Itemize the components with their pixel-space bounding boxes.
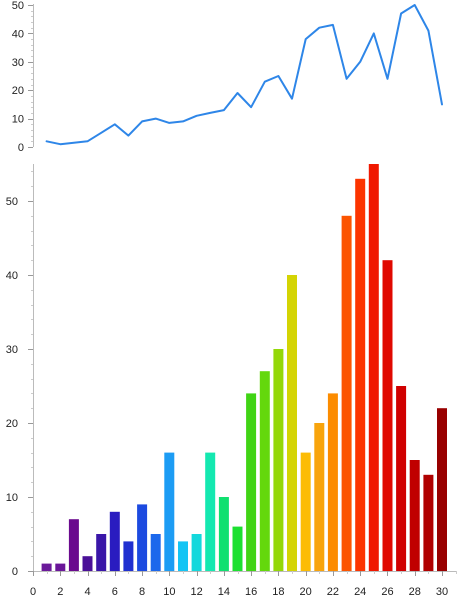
x-tick-label: 16 bbox=[245, 586, 257, 598]
x-tick-label: 22 bbox=[327, 586, 339, 598]
y-tick-label: 50 bbox=[6, 196, 18, 208]
bar bbox=[96, 534, 107, 571]
bar bbox=[423, 474, 434, 571]
y-tick-label: 50 bbox=[12, 0, 24, 12]
line-chart-minor-ticks bbox=[31, 5, 33, 148]
x-tick-label: 26 bbox=[381, 586, 393, 598]
bar bbox=[300, 452, 311, 571]
bar bbox=[382, 260, 393, 571]
x-tick-label: 14 bbox=[218, 586, 230, 598]
y-tick-label: 30 bbox=[12, 57, 24, 69]
bar-chart-x-tick-labels: 0 2 4 6 8 10 12 14 16 18 20 22 24 26 28 30 bbox=[30, 586, 448, 598]
y-tick-label: 30 bbox=[6, 344, 18, 356]
x-tick-label: 28 bbox=[409, 586, 421, 598]
bar bbox=[232, 526, 243, 571]
bar bbox=[259, 371, 270, 571]
bar bbox=[355, 178, 366, 572]
y-tick-label: 20 bbox=[12, 85, 24, 97]
x-tick-label: 24 bbox=[354, 586, 366, 598]
bar bbox=[205, 452, 216, 571]
bar bbox=[164, 452, 175, 571]
bar bbox=[273, 349, 284, 571]
bar bbox=[137, 504, 148, 571]
line-chart-y-tick-labels: 0 10 20 30 40 50 bbox=[12, 0, 24, 154]
bar bbox=[150, 534, 161, 571]
bar bbox=[396, 386, 407, 571]
bar bbox=[68, 519, 79, 571]
x-tick-label: 20 bbox=[300, 586, 312, 598]
bar bbox=[409, 460, 420, 571]
bar bbox=[109, 511, 120, 571]
bar-chart-x-ticks bbox=[33, 571, 457, 576]
y-tick-label: 10 bbox=[6, 492, 18, 504]
bar bbox=[437, 408, 447, 571]
bar bbox=[314, 423, 325, 571]
x-tick-label: 30 bbox=[436, 586, 448, 598]
y-tick-label: 0 bbox=[12, 566, 18, 578]
y-tick-label: 40 bbox=[12, 28, 24, 40]
bar-series bbox=[41, 164, 447, 572]
x-tick-label: 0 bbox=[30, 586, 36, 598]
bar bbox=[41, 563, 52, 571]
x-tick-label: 10 bbox=[163, 586, 175, 598]
bar bbox=[191, 534, 202, 571]
bar-chart-y-ticks bbox=[28, 201, 33, 572]
bar bbox=[287, 275, 297, 571]
y-tick-label: 40 bbox=[6, 270, 18, 282]
bar bbox=[246, 393, 257, 571]
line-series bbox=[45, 4, 443, 146]
x-tick-label: 2 bbox=[57, 586, 63, 598]
line-chart-y-ticks bbox=[28, 5, 33, 148]
bar bbox=[55, 563, 66, 571]
bar bbox=[218, 497, 229, 571]
bar bbox=[341, 215, 352, 572]
bar bbox=[368, 164, 379, 571]
line-chart: 0 10 20 30 40 50 bbox=[12, 0, 443, 154]
y-tick-label: 10 bbox=[12, 114, 24, 126]
bar-chart-y-tick-labels: 0 10 20 30 40 50 bbox=[6, 196, 18, 578]
x-tick-label: 4 bbox=[84, 586, 90, 598]
x-tick-label: 12 bbox=[190, 586, 202, 598]
x-tick-label: 6 bbox=[112, 586, 118, 598]
bar bbox=[123, 541, 134, 571]
bar bbox=[327, 393, 338, 571]
bar-chart-minor-ticks bbox=[31, 171, 33, 557]
x-tick-label: 18 bbox=[272, 586, 284, 598]
bar bbox=[178, 541, 188, 571]
y-tick-label: 0 bbox=[18, 142, 24, 154]
y-tick-label: 20 bbox=[6, 418, 18, 430]
x-tick-label: 8 bbox=[139, 586, 145, 598]
bar bbox=[82, 556, 93, 571]
